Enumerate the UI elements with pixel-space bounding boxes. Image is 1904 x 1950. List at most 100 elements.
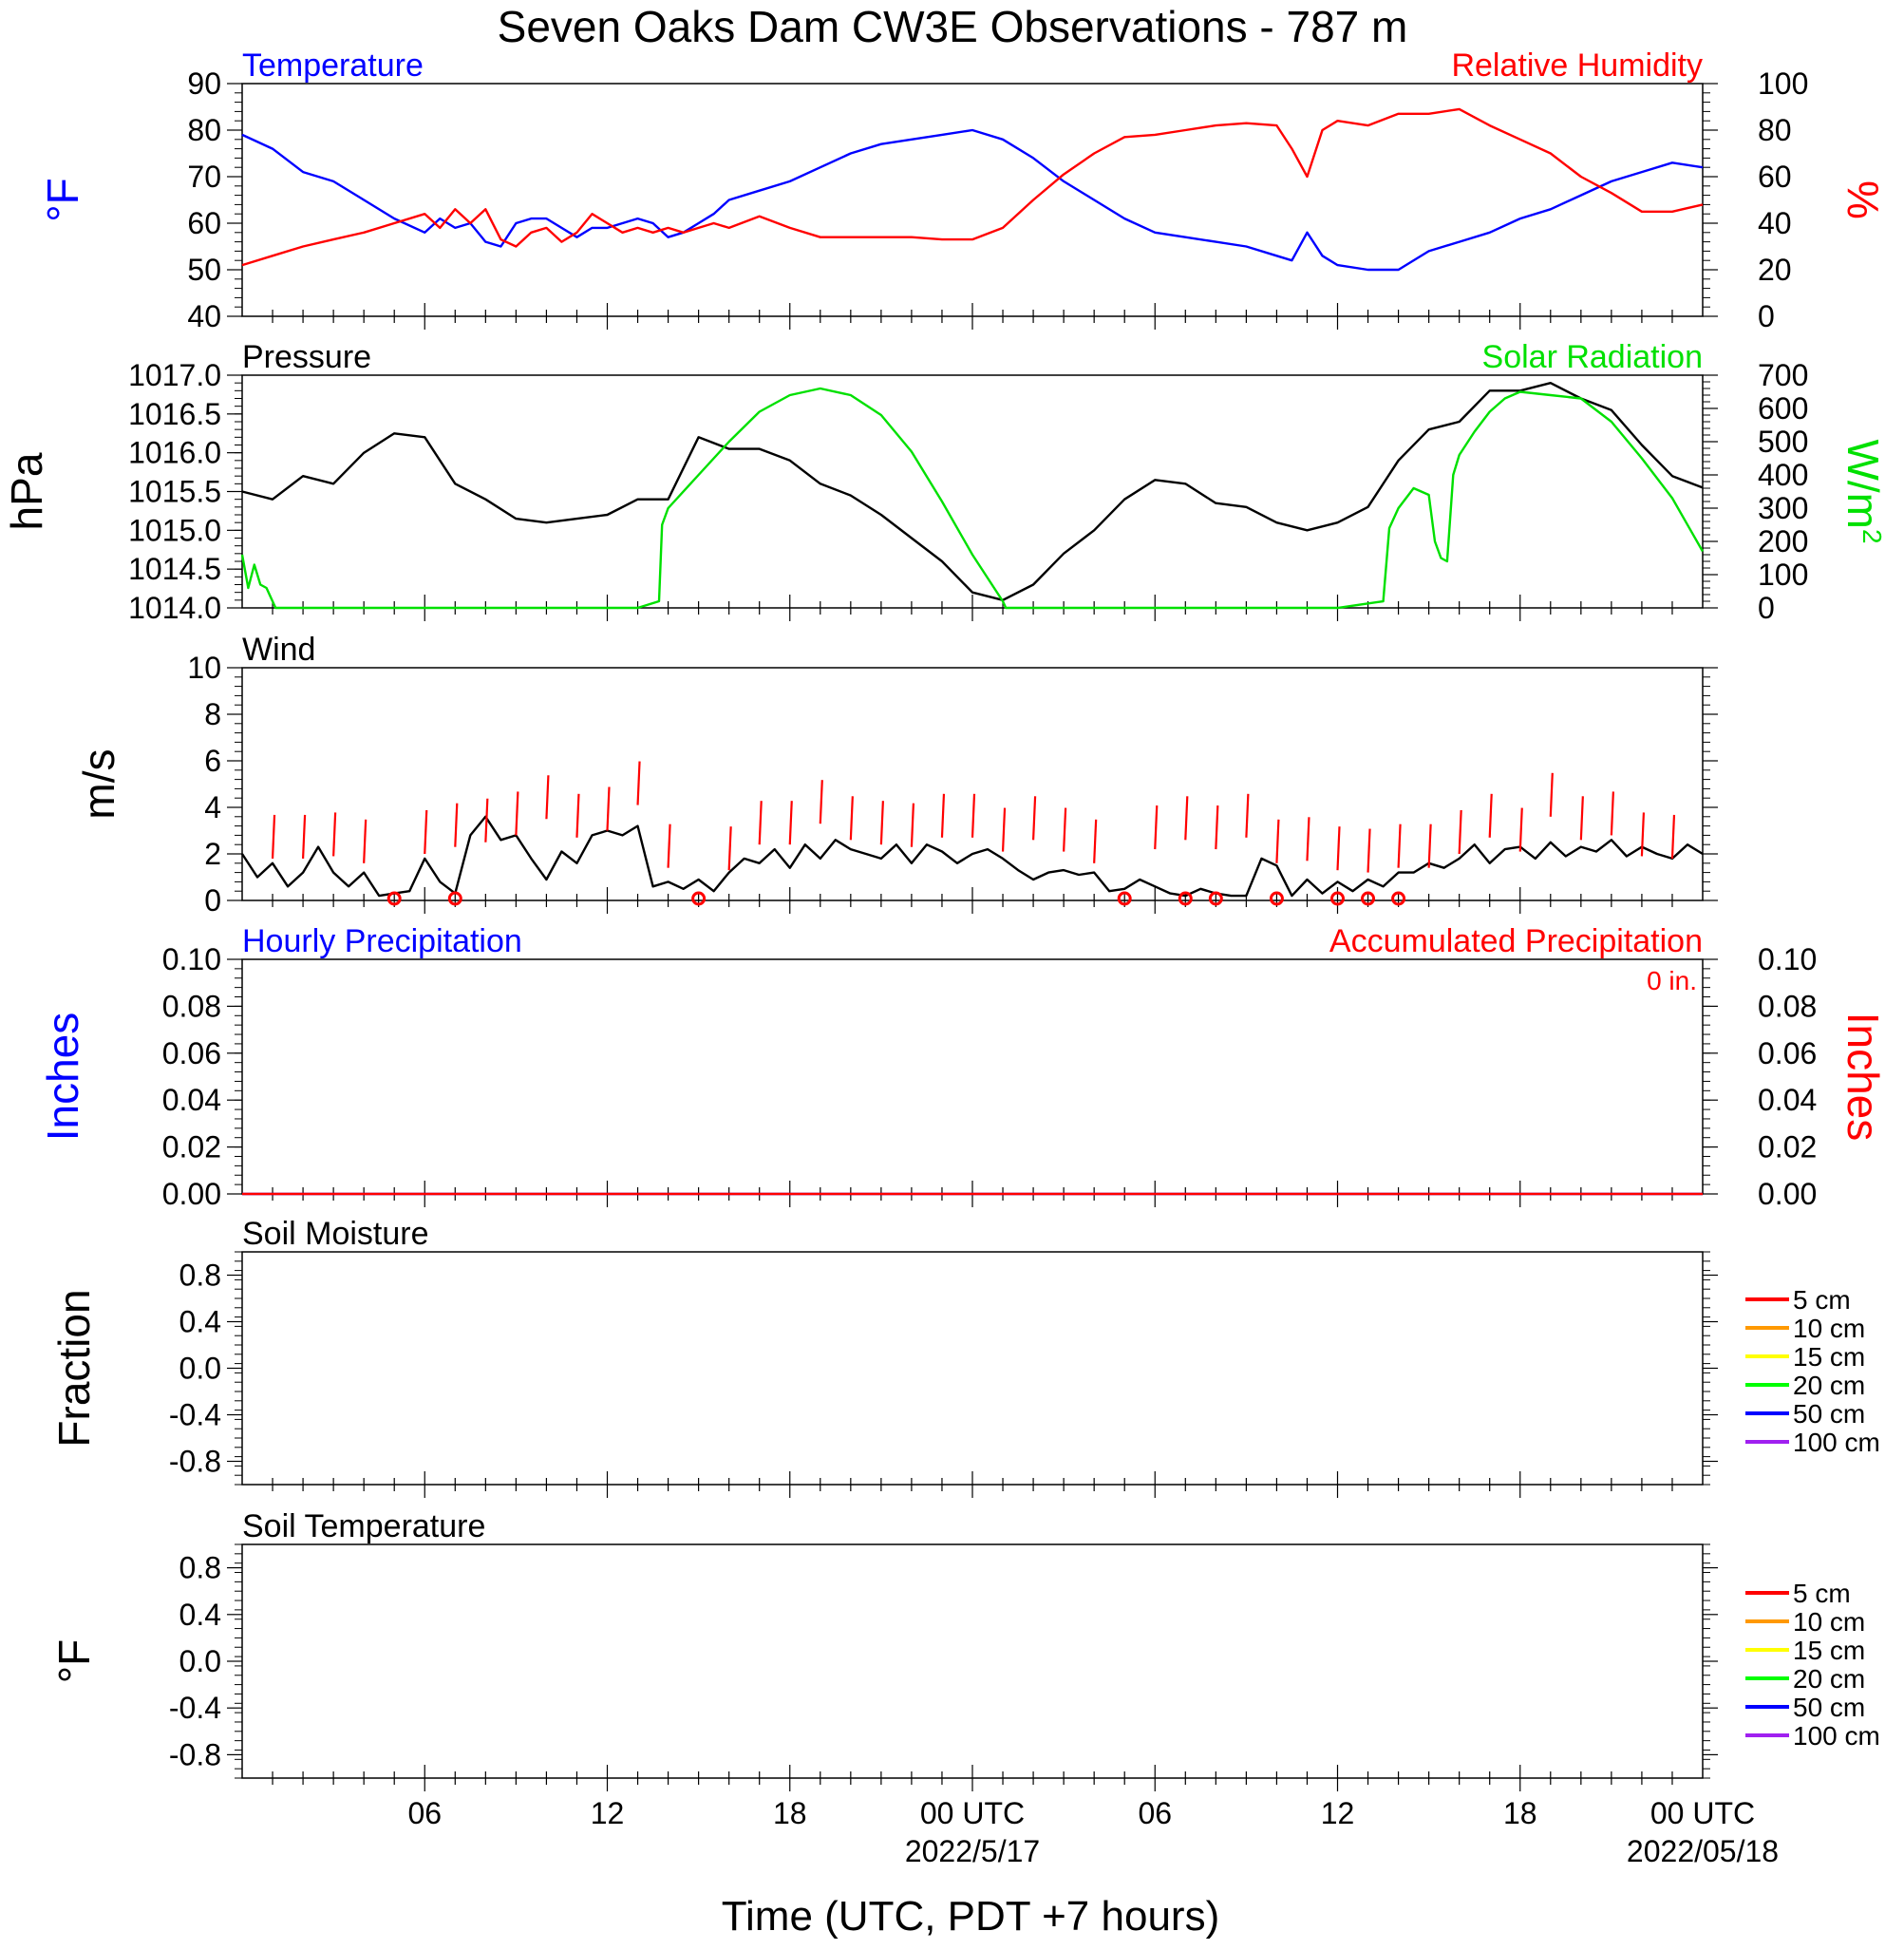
plot-frame bbox=[241, 1543, 1704, 1779]
y-tick-label-right: 0.10 bbox=[1758, 942, 1817, 976]
y-tick-label-right: 700 bbox=[1758, 358, 1808, 392]
y-tick-label-left: 1014.5 bbox=[128, 552, 221, 586]
y-tick-label-left: 0.10 bbox=[162, 942, 221, 976]
plot-frame bbox=[241, 374, 1704, 609]
wind-barb bbox=[1427, 824, 1432, 868]
wind-barb bbox=[727, 826, 732, 871]
calm-wind-marker bbox=[1208, 891, 1223, 906]
wind-barb bbox=[849, 796, 854, 841]
wind-barb bbox=[515, 791, 519, 836]
panel-title-left: Wind bbox=[242, 632, 315, 668]
y-tick-label-right: 0.08 bbox=[1758, 989, 1817, 1023]
legend-label: 50 cm bbox=[1793, 1399, 1865, 1429]
panel-soil_moisture: -0.8 -0.4 0.0 0.4 0.8 Soil Moisture Fraction 5 … bbox=[49, 1216, 1880, 1498]
legend-label: 20 cm bbox=[1793, 1664, 1865, 1694]
wind-barb bbox=[301, 814, 307, 859]
y-axis-label-right-main: Inches bbox=[1838, 1013, 1888, 1142]
panel-title-right: Accumulated Precipitation bbox=[1329, 923, 1703, 959]
calm-wind-marker bbox=[691, 891, 707, 906]
wind-barb bbox=[1549, 772, 1554, 817]
series-line-pressure bbox=[241, 382, 1704, 601]
series-line-relative-humidity bbox=[241, 107, 1704, 267]
wind-barb bbox=[1458, 809, 1462, 855]
y-axis-label-left: °F bbox=[38, 178, 87, 222]
panel-temp_rh: 40 50 60 70 80 90 0 20 40 60 80 100 Temperature Relat… bbox=[38, 47, 1888, 333]
y-tick-label-right: 100 bbox=[1758, 558, 1808, 592]
y-tick-label-right: 100 bbox=[1758, 66, 1808, 101]
wind-barb bbox=[271, 814, 276, 859]
wind-barb bbox=[1579, 796, 1584, 841]
panel-title-left: Soil Temperature bbox=[242, 1508, 485, 1544]
y-tick-label-right: 300 bbox=[1758, 491, 1808, 525]
wind-barb bbox=[545, 775, 550, 820]
wind-barb bbox=[1215, 805, 1219, 850]
y-tick-label-left: 70 bbox=[187, 160, 221, 194]
wind-barb bbox=[1245, 793, 1250, 838]
y-tick-label-left: 6 bbox=[204, 744, 221, 778]
plot-frame bbox=[241, 83, 1704, 317]
calm-wind-marker bbox=[1117, 891, 1132, 906]
y-tick-label-right: 20 bbox=[1758, 253, 1792, 287]
x-tick-label: 00 UTC bbox=[920, 1796, 1025, 1830]
x-tick-label: 00 UTC bbox=[1650, 1796, 1755, 1830]
y-tick-label-right: 80 bbox=[1758, 113, 1792, 147]
y-tick-label-right: 0 bbox=[1758, 591, 1775, 625]
y-tick-label-left: 0.8 bbox=[179, 1551, 221, 1585]
wind-barb bbox=[1184, 796, 1189, 841]
y-axis-label-right: % bbox=[1838, 180, 1888, 219]
wind-barb bbox=[1031, 796, 1037, 841]
y-tick-label-left: 8 bbox=[204, 697, 221, 731]
wind-barb bbox=[606, 786, 611, 831]
legend-label: 5 cm bbox=[1793, 1579, 1851, 1608]
panel-wind: 0 2 4 6 8 10 Wind m/s bbox=[74, 632, 1718, 918]
y-tick-label-right: 40 bbox=[1758, 206, 1792, 240]
wind-barb bbox=[1001, 807, 1007, 852]
y-tick-label-left: 4 bbox=[204, 790, 221, 824]
legend-label: 15 cm bbox=[1793, 1636, 1865, 1665]
x-tick-label: 12 bbox=[591, 1796, 625, 1830]
plot-frame bbox=[241, 1251, 1704, 1486]
legend-label: 20 cm bbox=[1793, 1371, 1865, 1400]
y-axis-label-right: W/m2 bbox=[1838, 439, 1888, 543]
y-tick-label-left: 0.4 bbox=[179, 1305, 221, 1339]
plot-frame bbox=[241, 667, 1704, 901]
y-axis-label-right-main: % bbox=[1838, 180, 1888, 219]
wind-barb bbox=[940, 793, 946, 838]
y-axis-label-right-main: W/m bbox=[1838, 439, 1888, 529]
y-tick-label-right: 200 bbox=[1758, 524, 1808, 558]
wind-barb bbox=[879, 801, 884, 845]
x-tick-label: 18 bbox=[1503, 1796, 1537, 1830]
wind-barb bbox=[484, 798, 489, 842]
wind-barb bbox=[1154, 805, 1159, 850]
panel-title-left: Hourly Precipitation bbox=[242, 923, 522, 959]
y-tick-label-left: 50 bbox=[187, 253, 221, 287]
wind-barb bbox=[1488, 793, 1493, 838]
wind-barb bbox=[1518, 807, 1523, 852]
y-tick-label-left: 1016.5 bbox=[128, 397, 221, 431]
series-line-solar-radiation bbox=[240, 387, 1705, 610]
wind-barb bbox=[1275, 819, 1280, 863]
wind-barb bbox=[1670, 814, 1676, 859]
y-tick-label-right: 600 bbox=[1758, 391, 1808, 426]
wind-barb bbox=[758, 801, 763, 845]
y-tick-label-left: 80 bbox=[187, 113, 221, 147]
wind-barb bbox=[819, 780, 823, 824]
panel-title-right: Solar Radiation bbox=[1482, 339, 1703, 375]
panel-title-right: Relative Humidity bbox=[1451, 47, 1703, 84]
x-tick-date-label: 2022/05/18 bbox=[1627, 1834, 1779, 1868]
y-tick-label-left: 10 bbox=[187, 651, 221, 685]
calm-wind-marker bbox=[1269, 891, 1284, 906]
y-tick-label-left: 0.06 bbox=[162, 1036, 221, 1070]
y-tick-label-left: -0.8 bbox=[169, 1445, 221, 1479]
y-tick-label-right: 0 bbox=[1758, 299, 1775, 333]
y-axis-label-left: hPa bbox=[2, 452, 51, 530]
y-axis-label-left: Inches bbox=[38, 1013, 87, 1142]
wind-barb bbox=[1367, 828, 1371, 873]
legend-label: 10 cm bbox=[1793, 1607, 1865, 1637]
x-tick-label: 06 bbox=[407, 1796, 442, 1830]
x-axis-label: Time (UTC, PDT +7 hours) bbox=[722, 1893, 1219, 1940]
calm-wind-marker bbox=[386, 891, 402, 906]
y-axis-label-left: Fraction bbox=[49, 1289, 99, 1447]
y-tick-label-left: 0.08 bbox=[162, 989, 221, 1023]
wind-barb bbox=[1063, 807, 1067, 852]
